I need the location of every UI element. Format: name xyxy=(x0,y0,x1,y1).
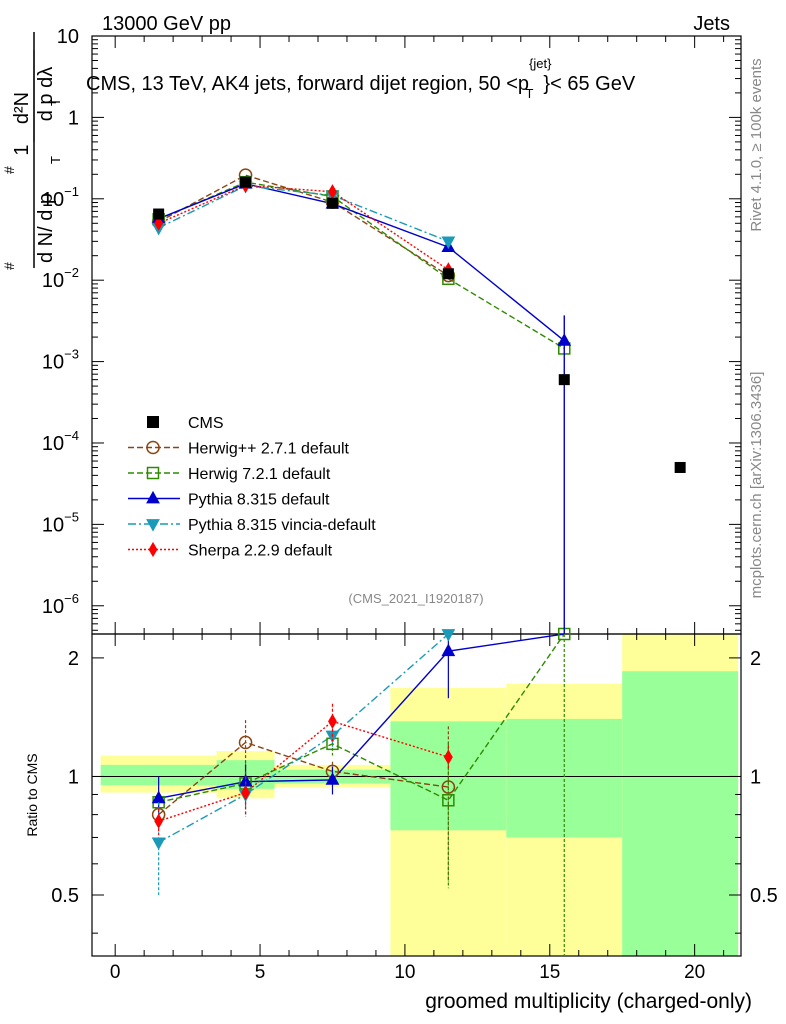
series-4-ratio-line xyxy=(158,720,449,822)
legend-marker xyxy=(146,519,160,532)
ratio-frame xyxy=(91,633,742,957)
plot-title-sup: {jet} xyxy=(529,56,552,71)
y-tick-label: 10−6 xyxy=(42,591,79,618)
legend-entry: Pythia 8.315 vincia-default xyxy=(128,517,376,534)
plot-title-end: }< 65 GeV xyxy=(543,73,635,95)
y-label-sub2: T xyxy=(48,98,63,106)
y-label-hash2: # xyxy=(1,166,17,174)
legend-entry: Herwig 7.2.1 default xyxy=(128,466,331,483)
y-label-one: 1 xyxy=(11,144,33,155)
ratio-tick-label-left: 0.5 xyxy=(51,885,79,907)
legend-marker xyxy=(147,416,159,428)
legend-label: Herwig++ 2.7.1 default xyxy=(188,441,350,458)
plot-title-sub: T xyxy=(525,86,533,101)
axes-ticks: 0 5 10 15 20 10 1 10−1 10−2 10−3 10−4 10−5 10−6 0.5 0.… xyxy=(42,26,778,983)
y-label-dN: d N/ d p xyxy=(35,193,57,263)
legend-marker xyxy=(146,466,160,480)
legend-entry: CMS xyxy=(147,415,224,432)
cms-point xyxy=(442,268,454,280)
legend-label: Pythia 8.315 vincia-default xyxy=(188,517,376,534)
series-0-ratio-line xyxy=(158,741,449,816)
ratio-tick-label-right: 2 xyxy=(750,648,761,670)
legend: CMS Herwig++ 2.7.1 default Herwig 7.2.1 de… xyxy=(128,415,376,560)
series-4-point xyxy=(154,215,164,231)
cms-point xyxy=(558,374,570,386)
y-tick-label: 10 xyxy=(57,26,79,48)
legend-label: Herwig 7.2.1 default xyxy=(188,466,331,483)
legend-label: Sherpa 2.2.9 default xyxy=(188,543,333,560)
series-4-ratio-point xyxy=(241,784,250,801)
x-tick-label: 15 xyxy=(539,962,560,983)
legend-label: Pythia 8.315 default xyxy=(188,492,330,509)
header-left: 13000 GeV pp xyxy=(102,13,231,35)
y-label-d2N: d²N xyxy=(11,92,33,124)
ratio-band-stat xyxy=(506,718,623,838)
y-label-dpt: d p dλ xyxy=(35,67,57,121)
rivet-label: Rivet 4.1.0, ≥ 100k events xyxy=(748,58,765,231)
series-2-ratio-point xyxy=(325,772,340,785)
x-tick-label: 10 xyxy=(394,962,415,983)
x-tick-label: 5 xyxy=(255,962,266,983)
header-right: Jets xyxy=(693,13,730,35)
x-axis-label: groomed multiplicity (charged-only) xyxy=(425,990,752,1013)
ratio-tick-label-right: 0.5 xyxy=(750,885,778,907)
cms-point xyxy=(153,208,165,220)
legend-marker xyxy=(146,440,160,455)
cms-point xyxy=(240,176,252,188)
legend-marker xyxy=(146,490,160,504)
series-3-ratio-line xyxy=(158,634,449,844)
ratio-tick-label-left: 1 xyxy=(68,766,79,788)
series-0-ratio-point xyxy=(238,735,253,750)
main-y-axis-label: 1 d N/ d p T d²N d p dλ T # # xyxy=(1,32,63,270)
x-tick-label: 20 xyxy=(684,962,705,983)
legend-label: CMS xyxy=(188,415,224,432)
ratio-tick-label-right: 1 xyxy=(750,766,761,788)
y-tick-label: 1 xyxy=(68,107,79,129)
axes-frames xyxy=(91,35,742,957)
series-4-ratio-point xyxy=(154,813,164,829)
y-tick-label: 10−5 xyxy=(42,509,79,536)
y-tick-label: 10−2 xyxy=(42,265,79,292)
series-3-ratio-point xyxy=(441,629,456,642)
ratio-tick-label-left: 2 xyxy=(68,648,79,670)
legend-marker xyxy=(148,541,158,558)
legend-entry: Pythia 8.315 default xyxy=(128,490,330,509)
series-1-ratio-point xyxy=(442,794,455,807)
y-tick-label: 10−3 xyxy=(42,347,79,374)
plot-title: CMS, 13 TeV, AK4 jets, forward dijet reg… xyxy=(86,56,636,101)
y-label-sub: T xyxy=(48,156,63,164)
mcplots-label: mcplots.cern.ch [arXiv:1306.3436] xyxy=(748,372,765,599)
y-tick-label: 10−4 xyxy=(42,428,79,455)
ratio-band-stat xyxy=(100,764,217,786)
legend-entry: Sherpa 2.2.9 default xyxy=(128,541,333,560)
ratio-axis-label: Ratio to CMS xyxy=(24,753,40,836)
plot-title-main: CMS, 13 TeV, AK4 jets, forward dijet reg… xyxy=(86,73,529,95)
series-3-ratio-point xyxy=(151,837,166,851)
x-tick-label: 0 xyxy=(110,962,121,983)
y-label-hash1: # xyxy=(1,262,17,270)
series-marks xyxy=(151,168,686,956)
series-2-ratio-point xyxy=(441,643,456,657)
legend-entry: Herwig++ 2.7.1 default xyxy=(128,441,350,458)
series-3-line xyxy=(158,185,449,243)
y-tick-label: 10−1 xyxy=(42,184,79,211)
series-4-ratio-point xyxy=(443,749,453,765)
cms-point xyxy=(326,197,338,209)
ratio-band-stat xyxy=(622,671,739,956)
cms-point xyxy=(674,461,686,473)
analysis-id: (CMS_2021_I1920187) xyxy=(348,591,483,606)
series-4-ratio-point xyxy=(328,713,337,729)
series-3-point xyxy=(441,236,456,249)
